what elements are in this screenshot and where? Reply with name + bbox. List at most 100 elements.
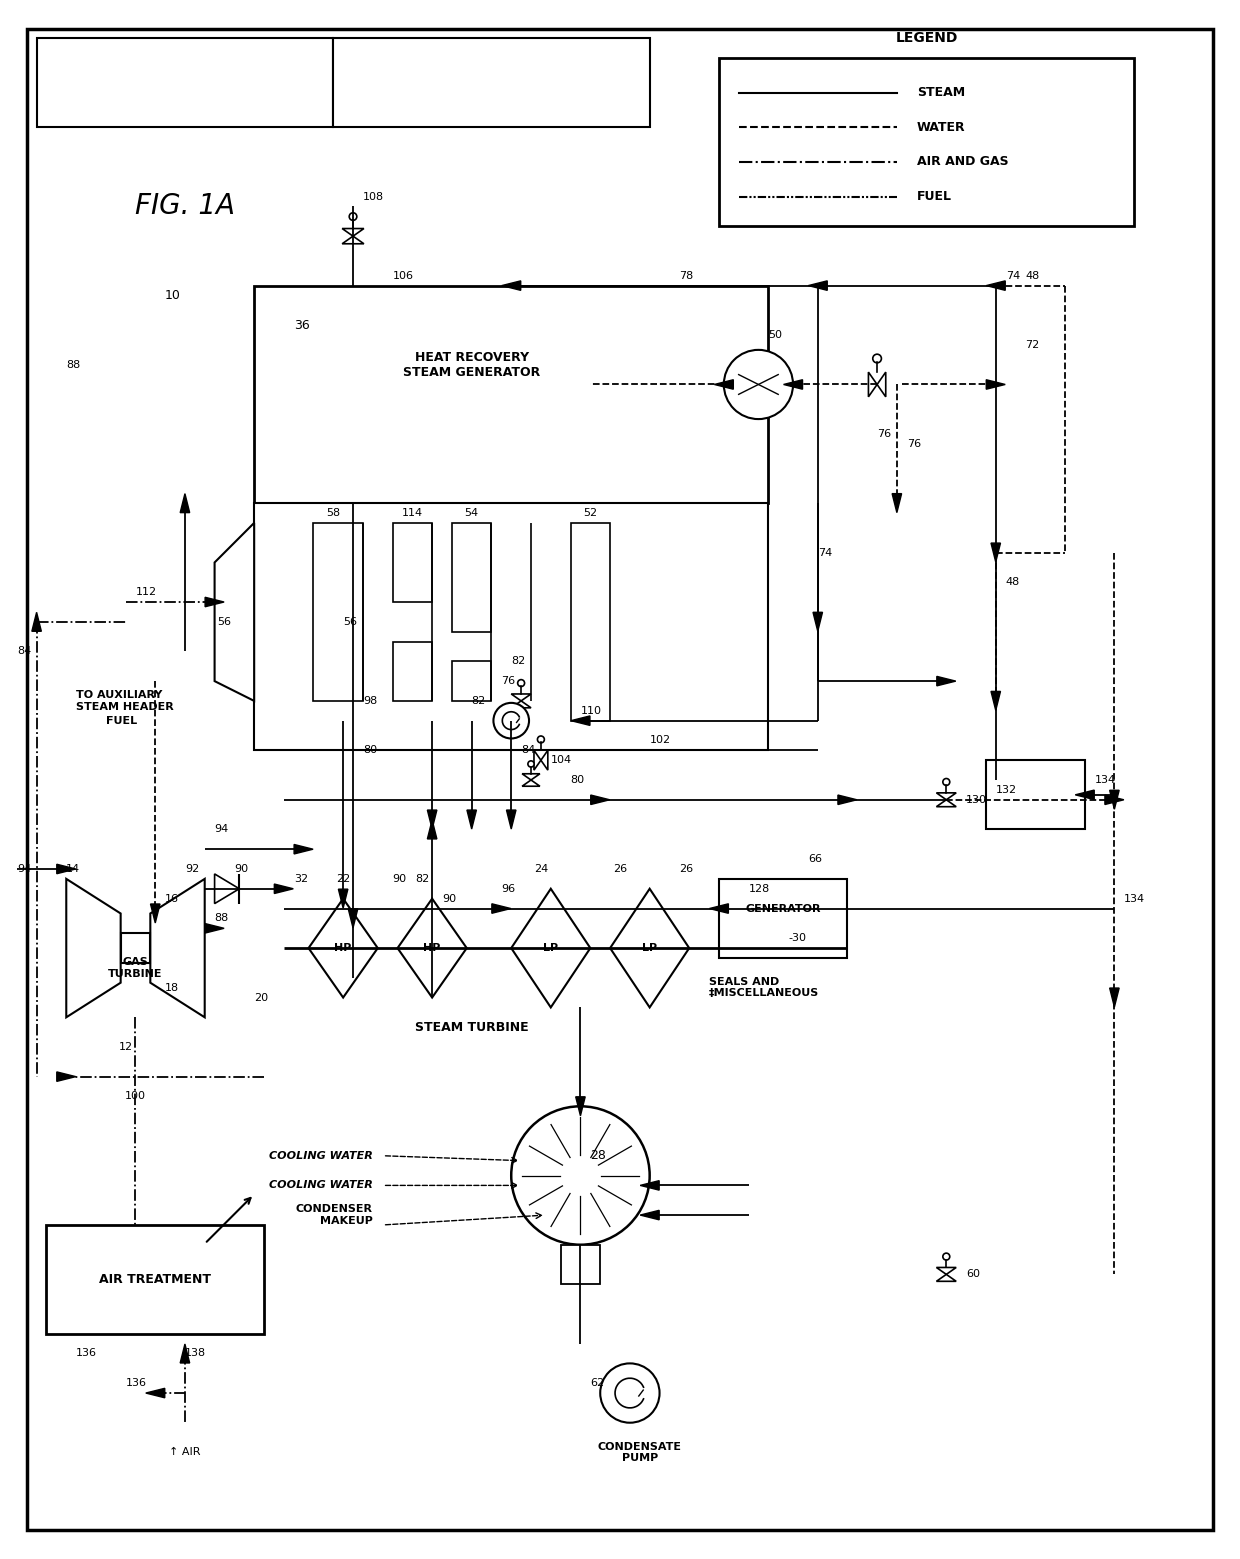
Text: 16: 16 [165,893,179,904]
Text: SEALS AND
‡MISCELLANEOUS: SEALS AND ‡MISCELLANEOUS [709,977,820,998]
Text: 28: 28 [590,1149,606,1163]
Circle shape [942,778,950,786]
Text: 84: 84 [17,647,31,656]
Polygon shape [511,694,531,702]
Text: 94: 94 [215,825,229,834]
Polygon shape [1075,790,1094,800]
Text: 32: 32 [294,875,308,884]
Circle shape [724,349,794,419]
Text: 138: 138 [185,1349,206,1358]
Polygon shape [808,281,827,290]
Circle shape [942,1253,950,1260]
Bar [986,761,1085,829]
Text: 96: 96 [501,884,516,893]
Bar [254,285,769,504]
Polygon shape [120,934,150,963]
Circle shape [517,680,525,686]
Circle shape [873,354,882,363]
Text: 102: 102 [650,736,671,745]
Text: WATER: WATER [916,122,965,134]
Polygon shape [57,864,76,873]
Text: 106: 106 [393,271,414,281]
Circle shape [494,703,529,739]
Polygon shape [892,494,901,513]
Text: CONDENSER
MAKEUP: CONDENSER MAKEUP [296,1204,373,1225]
Circle shape [600,1364,660,1423]
Polygon shape [215,522,254,702]
Text: 136: 136 [125,1378,146,1388]
Polygon shape [428,820,436,839]
Text: 80: 80 [363,745,377,755]
Text: COOLING WATER: COOLING WATER [269,1180,373,1191]
Text: 50: 50 [769,331,782,340]
Polygon shape [838,795,857,804]
Polygon shape [467,811,476,829]
Text: 66: 66 [808,854,822,864]
Text: 74: 74 [817,547,832,558]
Bar [570,522,610,720]
Polygon shape [150,904,160,923]
Text: 92: 92 [185,864,200,875]
Text: 48: 48 [1025,271,1039,281]
Text: AIR TREATMENT: AIR TREATMENT [99,1272,211,1286]
Polygon shape [492,904,511,914]
Text: STEAM: STEAM [916,86,965,100]
Polygon shape [180,494,190,513]
Text: 56: 56 [217,617,232,627]
Text: STEAM TURBINE: STEAM TURBINE [415,1021,528,1034]
Polygon shape [640,1210,660,1219]
Polygon shape [986,281,1006,290]
Text: 98: 98 [363,695,377,706]
Text: 82: 82 [511,656,526,666]
Text: 84: 84 [521,745,536,755]
Text: 22: 22 [336,875,350,884]
Text: LEGEND: LEGEND [895,31,957,45]
Polygon shape [575,1098,585,1116]
Text: 110: 110 [580,706,601,716]
Circle shape [511,1107,650,1244]
Text: ↑ AIR: ↑ AIR [169,1447,201,1458]
Polygon shape [877,373,885,398]
Circle shape [350,212,357,220]
Bar [46,1225,264,1333]
Bar [451,522,491,631]
Polygon shape [511,702,531,708]
Polygon shape [610,889,689,1007]
Text: 24: 24 [533,864,548,875]
Polygon shape [640,1180,660,1190]
Text: 82: 82 [415,875,429,884]
Polygon shape [398,898,466,998]
Text: CONDENSATE
PUMP: CONDENSATE PUMP [598,1442,682,1464]
Polygon shape [511,889,590,1007]
Polygon shape [146,1389,165,1398]
Polygon shape [205,923,224,932]
Text: 60: 60 [966,1269,980,1280]
Text: AIR AND GAS: AIR AND GAS [916,156,1008,168]
Polygon shape [868,373,877,398]
Text: 134: 134 [1125,893,1146,904]
Bar [334,39,650,128]
Bar [451,661,491,702]
Text: -30: -30 [789,934,806,943]
Polygon shape [936,1274,956,1281]
Polygon shape [1105,795,1123,804]
Bar [254,504,769,750]
Polygon shape [66,879,120,1018]
Bar [560,1244,600,1285]
Text: 76: 76 [501,677,516,686]
Text: 88: 88 [215,914,229,923]
Text: 112: 112 [135,588,156,597]
Bar [393,522,432,602]
Polygon shape [274,884,294,893]
Text: 12: 12 [119,1041,133,1052]
Text: 26: 26 [613,864,627,875]
Polygon shape [936,677,956,686]
Text: 26: 26 [680,864,693,875]
Text: 72: 72 [1025,340,1039,349]
Text: 54: 54 [465,508,479,518]
Text: FUEL: FUEL [916,190,951,203]
Polygon shape [57,1073,76,1082]
Text: COOLING WATER: COOLING WATER [269,1151,373,1161]
Polygon shape [215,875,239,904]
Polygon shape [428,811,436,829]
